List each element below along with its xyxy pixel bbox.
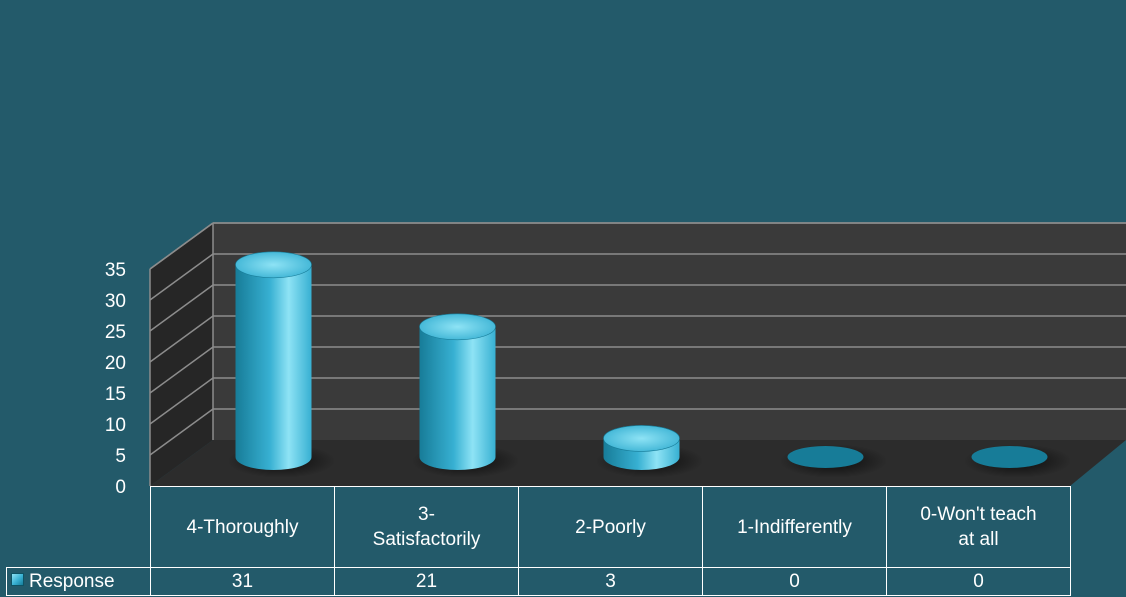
gridline xyxy=(149,315,214,363)
legend-key-swatch xyxy=(11,573,24,586)
data-table-value: 0 xyxy=(702,567,887,596)
x-tick-label-line: 0-Won't teach xyxy=(920,504,1037,525)
data-table-value: 21 xyxy=(334,567,519,596)
x-tick-label-line: Satisfactorily xyxy=(372,529,481,550)
bar-top xyxy=(603,425,680,452)
y-tick-label: 35 xyxy=(105,260,126,281)
data-table-header-row: 4-Thoroughly 3- Satisfactorily 2-Poorly 1-In… xyxy=(6,486,1071,568)
legend-series-name: Response xyxy=(29,571,115,592)
gridline xyxy=(149,408,214,456)
bar-top xyxy=(419,313,496,341)
gridline xyxy=(149,284,214,332)
data-table-values-row: Response 31 21 3 0 0 xyxy=(6,567,1071,596)
gridline xyxy=(149,346,214,394)
x-tick-label: 4-Thoroughly xyxy=(150,486,335,568)
x-tick-label-line: 4-Thoroughly xyxy=(186,516,299,538)
x-tick-label-line: 1-Indifferently xyxy=(737,516,852,538)
x-tick-label: 2-Poorly xyxy=(518,486,703,568)
gridline xyxy=(149,377,214,425)
bar xyxy=(419,326,496,470)
x-tick-label-line: 3- xyxy=(418,504,435,525)
y-tick-label: 25 xyxy=(105,322,126,343)
gridline xyxy=(149,253,214,301)
bar xyxy=(787,446,864,468)
y-tick-label: 30 xyxy=(105,291,126,312)
x-tick-label-line: 2-Poorly xyxy=(575,516,646,538)
x-tick-label: 1-Indifferently xyxy=(702,486,887,568)
x-tick-label: 3- Satisfactorily xyxy=(334,486,519,568)
back-wall xyxy=(213,223,1126,440)
data-table-corner xyxy=(6,486,151,568)
y-tick-label: 20 xyxy=(105,353,126,374)
y-tick-label: 15 xyxy=(105,384,126,405)
bar xyxy=(235,264,312,470)
bar-top xyxy=(235,251,312,279)
gridline xyxy=(149,222,214,270)
legend-entry-response: Response xyxy=(6,567,151,596)
data-table-value: 0 xyxy=(886,567,1071,596)
data-table-value: 31 xyxy=(150,567,335,596)
bar xyxy=(971,446,1048,468)
x-tick-label-line: at all xyxy=(958,529,999,550)
y-tick-label: 10 xyxy=(105,415,126,436)
x-tick-label: 0-Won't teach at all xyxy=(886,486,1071,568)
data-table-value: 3 xyxy=(518,567,703,596)
chart-data-table: 4-Thoroughly 3- Satisfactorily 2-Poorly 1-In… xyxy=(6,486,1071,596)
y-tick-label: 5 xyxy=(115,446,126,467)
